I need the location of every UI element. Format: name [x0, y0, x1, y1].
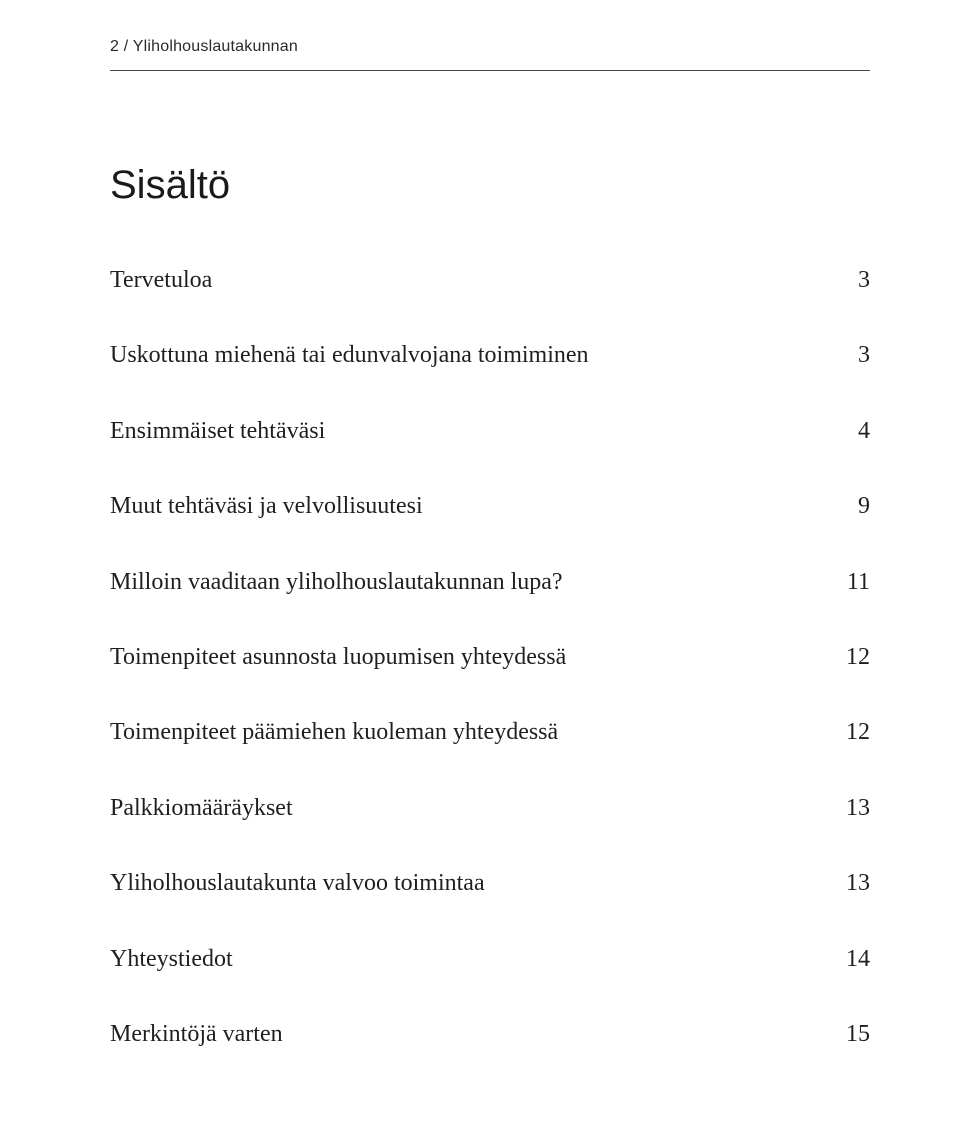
toc-entry-page: 4: [838, 418, 870, 445]
toc-entry-page: 11: [827, 569, 870, 596]
toc-entry-page: 13: [826, 870, 870, 897]
toc-entry-label: Toimenpiteet asunnosta luopumisen yhteyd…: [110, 641, 566, 673]
toc-entry-page: 14: [826, 946, 870, 973]
toc-entry-label: Muut tehtäväsi ja velvollisuutesi: [110, 490, 423, 522]
toc-entry: Milloin vaaditaan yliholhouslautakunnan …: [110, 566, 870, 598]
toc-entry-label: Toimenpiteet päämiehen kuoleman yhteydes…: [110, 716, 558, 748]
toc-entry-label: Uskottuna miehenä tai edunvalvojana toim…: [110, 339, 589, 371]
toc-entry-page: 13: [826, 795, 870, 822]
document-page: 2 / Yliholhouslautakunnan Sisältö Tervet…: [0, 0, 960, 1133]
running-head: 2 / Yliholhouslautakunnan: [110, 38, 870, 71]
toc-entry: Palkkiomääräykset 13: [110, 792, 870, 824]
toc-entry: Yhteystiedot 14: [110, 943, 870, 975]
toc-entry-label: Merkintöjä varten: [110, 1018, 283, 1050]
page-title: Sisältö: [110, 163, 870, 208]
toc-entry: Uskottuna miehenä tai edunvalvojana toim…: [110, 339, 870, 371]
toc-entry: Toimenpiteet asunnosta luopumisen yhteyd…: [110, 641, 870, 673]
toc-entry-label: Yliholhouslautakunta valvoo toimintaa: [110, 867, 485, 899]
table-of-contents: Tervetuloa 3 Uskottuna miehenä tai edunv…: [110, 264, 870, 1050]
toc-entry-page: 3: [838, 342, 870, 369]
toc-entry-label: Ensimmäiset tehtäväsi: [110, 415, 325, 447]
toc-entry-page: 3: [838, 267, 870, 294]
toc-entry-label: Yhteystiedot: [110, 943, 233, 975]
toc-entry-page: 12: [826, 719, 870, 746]
toc-entry: Merkintöjä varten 15: [110, 1018, 870, 1050]
toc-entry-page: 9: [838, 493, 870, 520]
toc-entry: Tervetuloa 3: [110, 264, 870, 296]
toc-entry: Muut tehtäväsi ja velvollisuutesi 9: [110, 490, 870, 522]
toc-entry-label: Milloin vaaditaan yliholhouslautakunnan …: [110, 566, 563, 598]
toc-entry-page: 12: [826, 644, 870, 671]
toc-entry: Toimenpiteet päämiehen kuoleman yhteydes…: [110, 716, 870, 748]
toc-entry-label: Tervetuloa: [110, 264, 212, 296]
toc-entry-label: Palkkiomääräykset: [110, 792, 293, 824]
toc-entry: Yliholhouslautakunta valvoo toimintaa 13: [110, 867, 870, 899]
toc-entry: Ensimmäiset tehtäväsi 4: [110, 415, 870, 447]
toc-entry-page: 15: [826, 1021, 870, 1048]
